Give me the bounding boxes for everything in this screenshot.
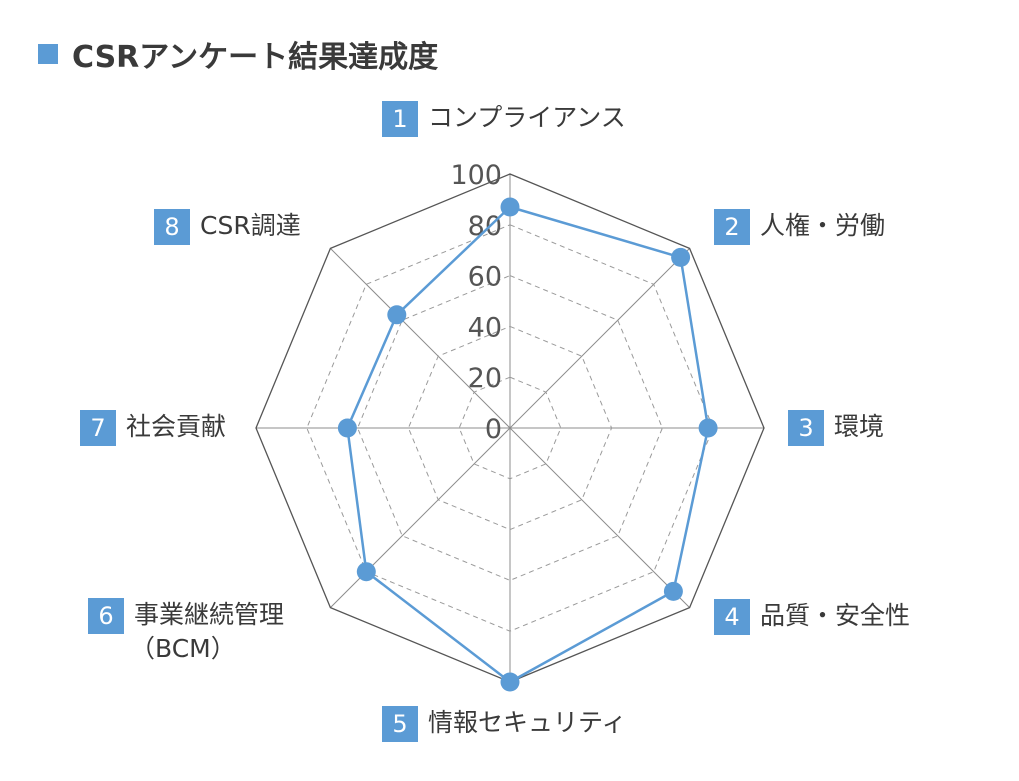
chart-title: CSRアンケート結果達成度	[38, 30, 438, 78]
category-number-4: 4	[714, 599, 750, 635]
radar-grid-ring-40	[407, 325, 613, 531]
category-label-6: 6 事業継続管理 （BCM）	[88, 598, 284, 666]
category-name-1: コンプライアンス	[428, 103, 626, 132]
category-label-1: 1 コンプライアンス	[382, 101, 626, 137]
category-label-3: 3 環境	[788, 410, 884, 446]
radial-tick-label-0: 0	[485, 414, 502, 445]
radar-spoke-2	[509, 248, 690, 429]
data-point-8	[387, 305, 407, 325]
category-number-3: 3	[788, 410, 824, 446]
radar-spoke-8	[330, 248, 511, 429]
category-label-7: 7 社会貢献	[80, 410, 226, 446]
radial-tick-label-20: 20	[468, 363, 502, 394]
category-name-5: 情報セキュリティ	[428, 708, 627, 737]
category-name-6: 事業継続管理 （BCM）	[130, 598, 285, 666]
category-number-5: 5	[382, 706, 418, 742]
radar-grid-ring-20	[458, 376, 562, 480]
category-name-2: 人権・労働	[760, 211, 886, 240]
category-number-7: 7	[80, 410, 116, 446]
category-name-6-line2: （BCM）	[130, 634, 236, 663]
radar-spoke-6	[330, 427, 511, 608]
category-number-6: 6	[88, 598, 124, 634]
radar-grid-ring-80	[306, 224, 714, 632]
category-label-4: 4 品質・安全性	[714, 599, 910, 635]
title-square-icon	[38, 44, 58, 64]
radar-grid-ring-60	[357, 275, 663, 581]
chart-title-text: CSRアンケート結果達成度	[72, 40, 439, 75]
category-name-7: 社会貢献	[126, 412, 227, 441]
data-point-2	[671, 247, 691, 267]
data-point-4	[663, 581, 683, 601]
radial-tick-label-80: 80	[468, 211, 502, 242]
category-number-2: 2	[714, 209, 750, 245]
series-line-1	[346, 205, 710, 684]
category-name-8: CSR調達	[200, 211, 301, 240]
data-point-6	[356, 562, 376, 582]
category-name-4: 品質・安全性	[760, 601, 911, 630]
category-name-3: 環境	[834, 412, 885, 441]
category-label-5: 5 情報セキュリティ	[382, 706, 627, 742]
radial-tick-label-40: 40	[468, 312, 502, 343]
data-point-5	[500, 672, 520, 692]
radar-spoke-4	[509, 427, 690, 608]
radial-tick-label-60: 60	[468, 262, 502, 293]
radial-tick-label-100: 100	[450, 160, 502, 191]
data-point-7	[337, 418, 357, 438]
category-number-1: 1	[382, 101, 418, 137]
data-point-3	[698, 418, 718, 438]
data-point-1	[500, 197, 520, 217]
category-number-8: 8	[154, 209, 190, 245]
category-label-8: 8 CSR調達	[154, 209, 301, 245]
category-name-6-line1: 事業継続管理	[134, 600, 285, 629]
category-label-2: 2 人権・労働	[714, 209, 885, 245]
